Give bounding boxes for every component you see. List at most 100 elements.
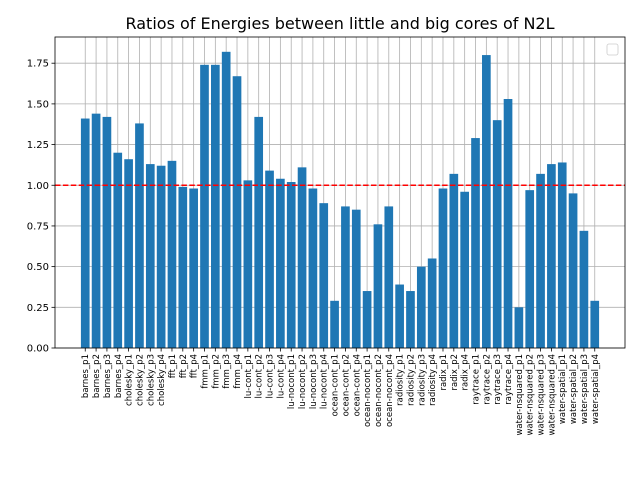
bar — [568, 193, 578, 348]
x-tick-label: ocean-nocont_p1 — [363, 354, 373, 427]
bar — [113, 152, 123, 348]
x-tick-label: lu-nocont_p1 — [287, 354, 297, 409]
x-tick-label: radix_p4 — [461, 354, 471, 391]
x-tick-label: lu-nocont_p2 — [298, 354, 308, 409]
x-tick-label: lu-cont_p1 — [244, 354, 254, 398]
x-tick-label: water-nsquared_p2 — [526, 354, 536, 436]
bar — [265, 170, 274, 348]
bar — [373, 224, 383, 348]
bar — [579, 230, 589, 348]
x-tick-label: barnes_p1 — [81, 354, 91, 398]
bar — [362, 291, 372, 348]
bar — [308, 188, 318, 348]
x-tick-label: water-nsquared_p1 — [515, 354, 525, 436]
bar — [286, 182, 296, 348]
x-tick-label: water-nsquared_p4 — [547, 354, 557, 436]
bar — [167, 160, 177, 348]
bar — [395, 284, 404, 348]
bar — [297, 167, 307, 348]
bar — [243, 180, 253, 348]
bar — [503, 99, 513, 349]
bar — [319, 203, 329, 348]
bar — [492, 120, 502, 349]
y-tick-label: 1.25 — [27, 140, 49, 151]
x-tick-label: fft_p2 — [179, 354, 189, 378]
bar — [210, 64, 220, 348]
bar — [557, 162, 567, 348]
x-tick-label: lu-cont_p4 — [276, 354, 286, 398]
y-tick-label: 1.50 — [27, 99, 49, 110]
x-tick-label: ocean-cont_p4 — [352, 354, 362, 416]
axes-frame — [54, 36, 626, 349]
bar — [590, 300, 600, 348]
x-tick-label: cholesky_p1 — [125, 354, 135, 406]
x-tick-label: fft_p1 — [168, 354, 178, 378]
bar — [232, 76, 242, 348]
x-tick-label: fft_p4 — [190, 354, 200, 378]
x-tick-label: raytrace_p4 — [504, 354, 514, 405]
x-tick-label: radiosity_p1 — [396, 354, 406, 406]
bar — [406, 291, 415, 348]
bar — [91, 113, 101, 348]
x-tick-label: ocean-nocont_p4 — [385, 354, 395, 427]
x-tick-label: radiosity_p3 — [417, 354, 427, 406]
x-tick-label: raytrace_p2 — [482, 354, 492, 405]
y-tick-label: 0.00 — [27, 344, 49, 355]
bar — [254, 116, 264, 348]
x-tick-label: water-spatial_p1 — [558, 354, 568, 424]
bar — [547, 164, 556, 348]
y-tick-label: 0.25 — [27, 303, 49, 314]
bar — [276, 178, 285, 348]
x-tick-label: cholesky_p4 — [157, 354, 167, 406]
bar — [221, 51, 231, 349]
x-tick-label: fmm_p2 — [211, 354, 221, 389]
bar — [200, 64, 209, 348]
bar — [330, 300, 339, 348]
bar — [514, 307, 524, 348]
x-tick-label: radiosity_p2 — [406, 354, 416, 406]
x-tick-label: barnes_p3 — [103, 354, 113, 398]
y-tick-label: 0.75 — [27, 221, 49, 232]
x-tick-label: barnes_p2 — [92, 354, 102, 398]
bar — [145, 164, 155, 348]
bar — [471, 138, 480, 348]
x-tick-label: raytrace_p3 — [493, 354, 503, 405]
y-tick-label: 0.50 — [27, 262, 49, 273]
bar — [135, 123, 144, 348]
bar — [460, 191, 470, 348]
x-tick-label: lu-nocont_p3 — [309, 354, 319, 409]
bar — [156, 165, 166, 348]
bar — [525, 190, 535, 348]
y-tick-label: 1.00 — [27, 181, 49, 192]
bar — [124, 159, 133, 348]
x-tick-label: ocean-cont_p1 — [331, 354, 341, 416]
x-tick-label: water-nsquared_p3 — [537, 354, 547, 436]
x-tick-label: cholesky_p3 — [146, 354, 156, 406]
bar — [482, 55, 491, 349]
bar — [536, 173, 545, 348]
x-tick-label: ocean-nocont_p2 — [374, 354, 384, 427]
bar — [351, 209, 361, 348]
x-tick-label: raytrace_p1 — [472, 354, 482, 405]
x-tick-label: water-spatial_p3 — [580, 354, 590, 424]
x-tick-label: radix_p2 — [450, 354, 460, 391]
x-tick-label: fmm_p4 — [233, 354, 243, 389]
bar — [384, 206, 394, 348]
x-tick-label: water-spatial_p2 — [569, 354, 579, 424]
chart-title: Ratios of Energies between little and bi… — [125, 14, 554, 33]
x-tick-label: barnes_p4 — [114, 354, 124, 398]
bar — [80, 118, 90, 348]
bar — [449, 173, 459, 348]
bar — [427, 258, 437, 348]
x-tick-label: fmm_p3 — [222, 354, 232, 389]
x-tick-label: water-spatial_p4 — [591, 354, 601, 424]
bar — [178, 186, 188, 348]
bar — [438, 188, 448, 348]
x-tick-label: radix_p1 — [439, 354, 449, 391]
x-tick-label: fmm_p1 — [200, 354, 210, 389]
x-tick-label: cholesky_p2 — [135, 354, 145, 406]
bar — [416, 266, 426, 348]
x-tick-label: lu-cont_p3 — [266, 354, 276, 398]
y-tick-label: 1.75 — [27, 59, 49, 70]
